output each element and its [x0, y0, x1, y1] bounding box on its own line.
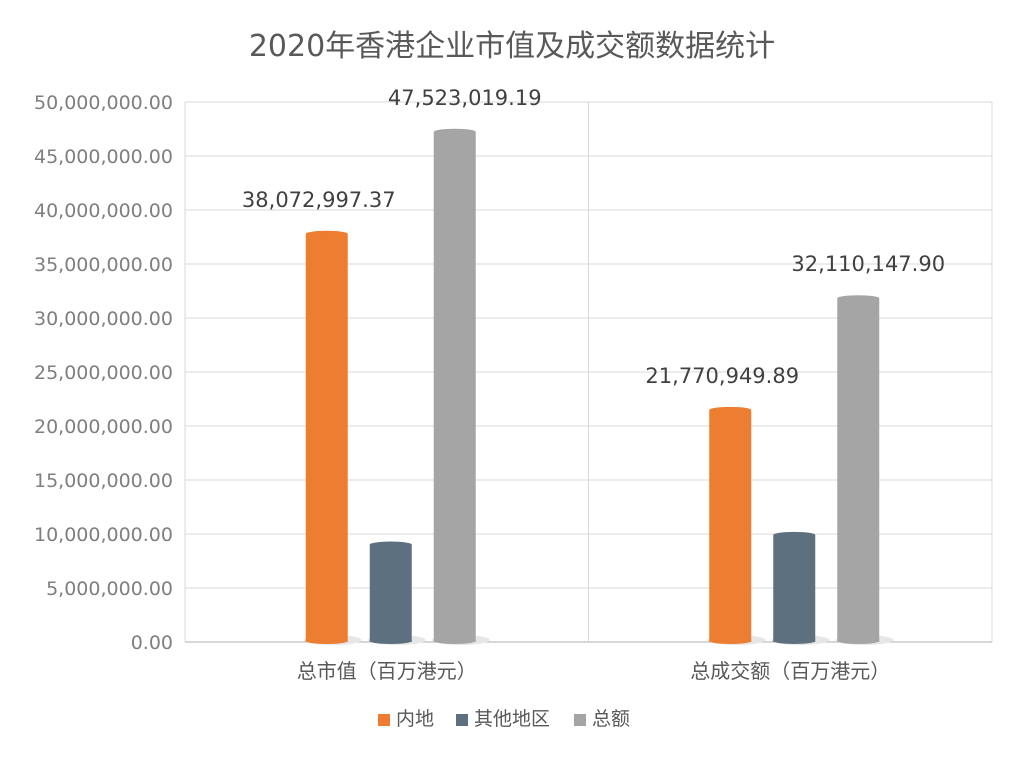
bar-0-2	[433, 131, 476, 642]
y-tick-label: 40,000,000.00	[34, 200, 173, 222]
bar-bottom-cap	[709, 638, 752, 644]
bar-1-1	[773, 534, 816, 642]
bar-0-0	[305, 233, 348, 642]
x-category-label: 总市值（百万港元）	[297, 659, 477, 683]
data-label: 21,770,949.89	[645, 364, 799, 388]
x-category-label: 总成交额（百万港元）	[690, 659, 890, 683]
bar-1-0	[709, 409, 752, 642]
bar-top-cap	[837, 295, 880, 302]
bar-0-1	[369, 544, 412, 642]
legend-item[interactable]: 总额	[574, 708, 630, 730]
y-tick-label: 15,000,000.00	[34, 470, 173, 492]
bar-bottom-cap	[305, 638, 348, 644]
data-label: 32,110,147.90	[791, 252, 945, 276]
y-tick-label: 30,000,000.00	[34, 308, 173, 330]
data-labels: 38,072,997.37 47,523,019.19 21,770,949.89 3…	[242, 86, 945, 388]
chart-title: 2020年香港企业市值及成交额数据统计	[249, 29, 775, 64]
legend-label: 内地	[396, 708, 434, 730]
bars	[303, 128, 894, 645]
y-tick-label: 20,000,000.00	[34, 416, 173, 438]
bar-top-cap	[433, 128, 476, 135]
legend-item[interactable]: 内地	[378, 708, 434, 730]
legend-label: 其他地区	[474, 708, 550, 730]
y-tick-label: 45,000,000.00	[34, 146, 173, 168]
bar-top-cap	[709, 406, 752, 413]
legend-label: 总额	[592, 708, 630, 730]
legend-swatch	[456, 714, 468, 726]
bar-bottom-cap	[773, 638, 816, 644]
legend[interactable]: 内地 其他地区 总额	[378, 708, 630, 730]
legend-swatch	[574, 714, 586, 726]
y-tick-label: 25,000,000.00	[34, 362, 173, 384]
bar-top-cap	[305, 230, 348, 237]
bar-top-cap	[369, 541, 412, 548]
data-label: 38,072,997.37	[242, 188, 396, 212]
y-tick-label: 5,000,000.00	[46, 578, 173, 600]
legend-item[interactable]: 其他地区	[456, 708, 550, 730]
y-tick-label: 50,000,000.00	[34, 92, 173, 114]
axes: 0.00 5,000,000.00 10,000,000.00 15,000,000.…	[34, 92, 992, 683]
y-tick-label: 0.00	[131, 632, 173, 654]
bar-top-cap	[773, 531, 816, 538]
data-label: 47,523,019.19	[388, 86, 542, 110]
bar-bottom-cap	[837, 638, 880, 644]
legend-swatch	[378, 714, 390, 726]
y-tick-label: 35,000,000.00	[34, 254, 173, 276]
bar-bottom-cap	[433, 638, 476, 644]
y-tick-label: 10,000,000.00	[34, 524, 173, 546]
bar-bottom-cap	[369, 638, 412, 644]
bar-1-2	[837, 298, 880, 642]
